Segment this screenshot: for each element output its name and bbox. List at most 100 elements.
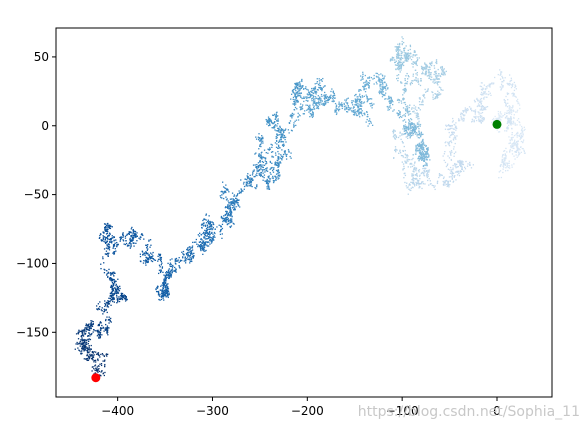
scatter-point — [501, 87, 503, 89]
scatter-point — [148, 254, 150, 256]
scatter-point — [276, 125, 278, 127]
scatter-point — [394, 130, 396, 132]
scatter-point — [522, 141, 524, 143]
scatter-point — [301, 80, 303, 83]
scatter-point — [457, 118, 460, 120]
scatter-point — [266, 178, 268, 181]
scatter-point — [263, 176, 265, 179]
scatter-point — [410, 166, 412, 168]
scatter-point — [500, 83, 503, 85]
scatter-point — [138, 237, 140, 239]
scatter-point — [435, 70, 437, 72]
scatter-point — [423, 170, 426, 172]
scatter-point — [421, 181, 423, 183]
scatter-point — [432, 96, 434, 98]
scatter-point — [233, 209, 235, 211]
scatter-point — [276, 164, 279, 167]
scatter-point — [451, 131, 454, 133]
scatter-point — [334, 102, 337, 105]
scatter-point — [478, 101, 481, 103]
scatter-point — [407, 125, 410, 128]
scatter-point — [459, 171, 461, 173]
scatter-point — [466, 109, 469, 112]
scatter-point — [109, 241, 111, 243]
scatter-point — [430, 62, 433, 64]
scatter-point — [89, 325, 91, 328]
scatter-point — [277, 144, 280, 146]
scatter-point — [267, 118, 270, 120]
scatter-point — [228, 202, 230, 204]
scatter-point — [104, 242, 107, 245]
scatter-point — [439, 94, 441, 96]
scatter-point — [464, 109, 467, 111]
scatter-point — [511, 123, 513, 125]
scatter-point — [207, 219, 209, 221]
scatter-point — [428, 154, 430, 156]
scatter-point — [510, 109, 512, 111]
scatter-point — [92, 352, 95, 354]
scatter-point — [201, 242, 204, 244]
scatter-point — [129, 242, 131, 244]
scatter-point — [400, 82, 402, 84]
scatter-point — [472, 110, 475, 112]
scatter-point — [243, 185, 246, 188]
scatter-point — [310, 109, 312, 112]
scatter-point — [235, 197, 237, 200]
scatter-point — [159, 299, 161, 301]
scatter-point — [448, 184, 450, 187]
scatter-point — [248, 182, 250, 184]
scatter-point — [411, 125, 414, 128]
scatter-point — [418, 120, 420, 122]
scatter-point — [373, 103, 375, 105]
scatter-point — [85, 329, 88, 331]
scatter-point — [296, 83, 298, 86]
scatter-point — [414, 51, 416, 53]
scatter-point — [379, 88, 382, 90]
scatter-point — [167, 294, 169, 296]
scatter-point — [136, 240, 138, 242]
scatter-point — [506, 117, 509, 119]
scatter-point — [309, 110, 311, 112]
scatter-point — [191, 245, 194, 247]
scatter-point — [167, 271, 169, 273]
scatter-point — [419, 186, 421, 188]
scatter-point — [97, 369, 99, 371]
scatter-point — [413, 123, 416, 126]
scatter-point — [523, 129, 525, 132]
scatter-point — [440, 89, 442, 91]
scatter-point — [247, 173, 249, 175]
scatter-point — [212, 226, 214, 229]
scatter-point — [208, 215, 210, 217]
scatter-point — [388, 106, 391, 108]
scatter-point — [113, 251, 115, 254]
scatter-point — [178, 261, 180, 264]
scatter-point — [149, 258, 152, 260]
scatter-point — [415, 184, 418, 186]
scatter-point — [161, 284, 163, 286]
scatter-point — [402, 154, 404, 157]
scatter-point — [335, 104, 338, 106]
scatter-point — [82, 334, 84, 336]
scatter-point — [246, 179, 248, 181]
scatter-point — [319, 96, 321, 98]
scatter-point — [86, 359, 89, 362]
scatter-point — [498, 114, 500, 116]
scatter-point — [96, 369, 99, 371]
scatter-point — [78, 350, 81, 352]
scatter-point — [449, 153, 452, 155]
scatter-point — [365, 81, 367, 83]
scatter-point — [106, 306, 108, 308]
scatter-point — [106, 245, 108, 247]
scatter-point — [296, 95, 298, 98]
scatter-point — [238, 199, 240, 201]
scatter-point — [270, 122, 273, 124]
scatter-point — [80, 343, 82, 345]
scatter-point — [376, 83, 378, 85]
scatter-point — [366, 118, 368, 121]
scatter-point — [224, 219, 226, 222]
scatter-point — [462, 113, 464, 116]
scatter-point — [411, 107, 413, 109]
scatter-point — [480, 120, 482, 123]
scatter-point — [321, 95, 323, 98]
scatter-point — [413, 170, 415, 172]
